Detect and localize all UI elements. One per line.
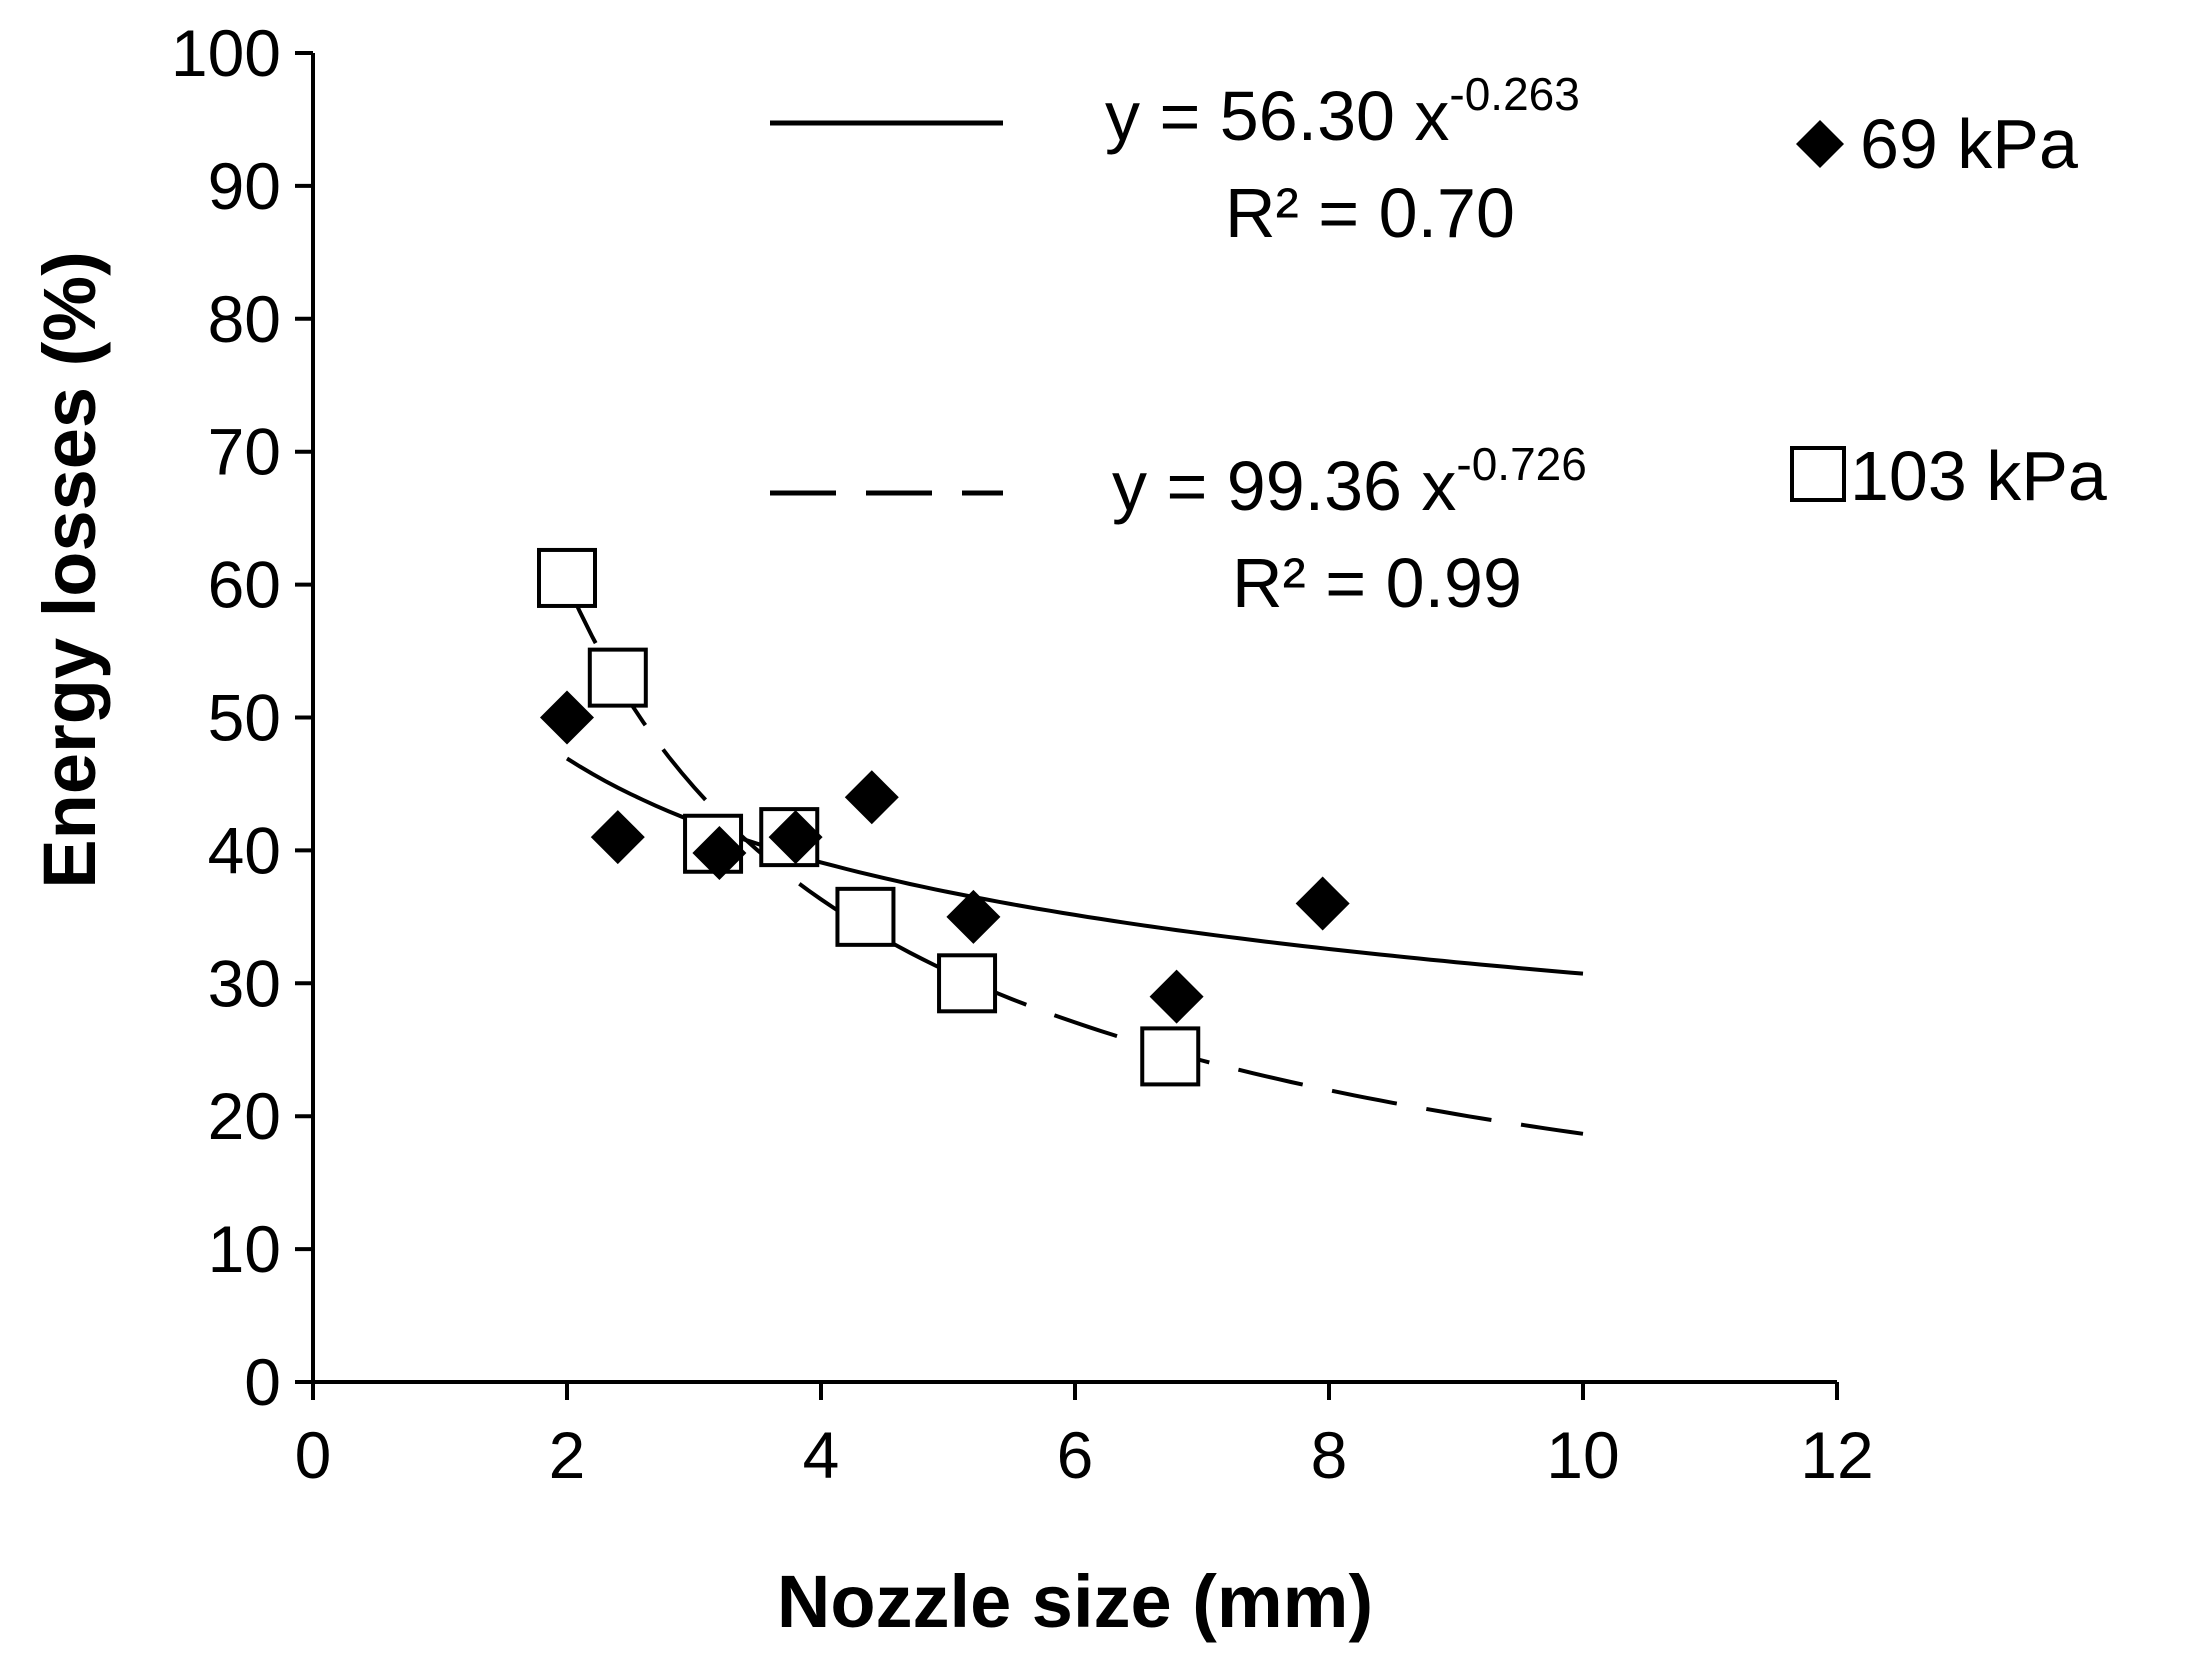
axis-ticks: 0 10 20 30 40 50 60 70 80 90 100 0 2 4 6 8 10 12	[171, 16, 1874, 1492]
point-69-kpa	[1295, 876, 1350, 931]
y-tick-label: 10	[208, 1212, 281, 1286]
y-tick-label: 80	[208, 282, 281, 356]
point-69-kpa	[844, 770, 899, 825]
x-tick-label: 6	[1057, 1418, 1094, 1492]
y-tick-label: 40	[208, 813, 281, 887]
x-tick-label: 4	[803, 1418, 840, 1492]
y-tick-label: 20	[208, 1079, 281, 1153]
y-tick-label: 60	[208, 548, 281, 622]
point-69-kpa	[540, 690, 594, 745]
point-69-kpa	[590, 810, 645, 865]
x-tick-label: 10	[1546, 1418, 1619, 1492]
data-points	[537, 547, 1350, 1087]
y-tick-label: 0	[244, 1345, 281, 1419]
y-axis-title: Energy losses (%)	[28, 251, 111, 888]
legend-marker-69-kpa	[1796, 120, 1844, 168]
x-tick-label: 8	[1311, 1418, 1348, 1492]
trendline-equation: y = 99.36 x-0.726	[1112, 438, 1587, 525]
legend-label-103-kpa: 103 kPa	[1850, 437, 2107, 515]
point-69-kpa	[692, 826, 747, 881]
trendline-equations: y = 56.30 x-0.263 R² = 0.70 y = 99.36 x-0.…	[770, 68, 1587, 622]
point-103-kpa	[835, 886, 896, 947]
x-axis-title: Nozzle size (mm)	[777, 1560, 1373, 1643]
point-103-kpa	[937, 953, 998, 1014]
x-tick-label: 0	[295, 1418, 332, 1492]
point-103-kpa	[587, 647, 648, 708]
legend-marker-103-kpa	[1790, 446, 1846, 502]
legend: 69 kPa 103 kPa	[1790, 105, 2107, 515]
y-tick-label: 70	[208, 415, 281, 489]
y-tick-label: 90	[208, 149, 281, 223]
y-tick-label: 50	[208, 681, 281, 755]
x-tick-label: 2	[549, 1418, 586, 1492]
point-69-kpa	[946, 889, 1001, 944]
point-103-kpa	[1140, 1026, 1201, 1087]
point-69-kpa	[1149, 969, 1204, 1024]
y-tick-label: 30	[208, 946, 281, 1020]
trendline-equation: y = 56.30 x-0.263	[1105, 68, 1580, 155]
point-103-kpa	[537, 547, 597, 608]
trendline-r-squared: R² = 0.70	[1225, 174, 1515, 252]
x-tick-label: 12	[1800, 1418, 1873, 1492]
legend-label-69-kpa: 69 kPa	[1860, 105, 2078, 183]
trendline-r-squared: R² = 0.99	[1232, 544, 1522, 622]
y-tick-label: 100	[171, 16, 281, 90]
point-69-kpa	[768, 810, 823, 865]
